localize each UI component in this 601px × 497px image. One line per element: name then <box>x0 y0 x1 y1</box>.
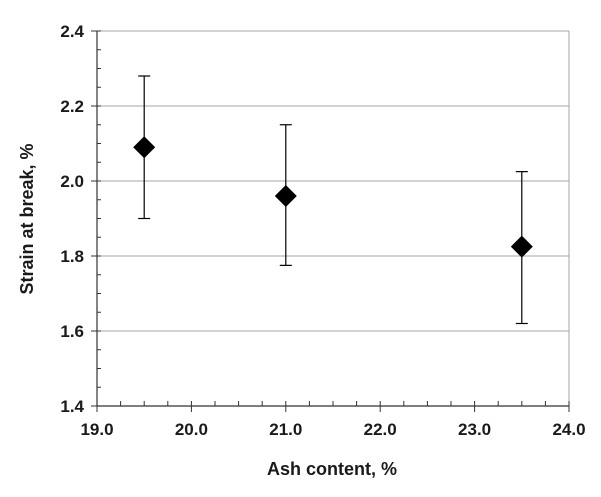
y-tick-label: 1.4 <box>60 397 84 416</box>
y-tick-label: 2.2 <box>60 97 84 116</box>
y-tick-label: 2.4 <box>60 22 84 41</box>
data-point-diamond <box>133 136 156 159</box>
x-tick-label: 23.0 <box>458 420 491 439</box>
x-tick-label: 21.0 <box>269 420 302 439</box>
y-tick-label: 2.0 <box>60 172 84 191</box>
data-point-diamond <box>274 185 297 207</box>
x-tick-label: 22.0 <box>364 420 397 439</box>
x-tick-label: 19.0 <box>80 420 113 439</box>
x-tick-label: 24.0 <box>552 420 585 439</box>
x-tick-label: 20.0 <box>175 420 208 439</box>
y-tick-label: 1.8 <box>60 247 84 266</box>
x-axis-title: Ash content, % <box>267 459 397 479</box>
data-point-diamond <box>510 235 533 258</box>
y-tick-label: 1.6 <box>60 322 84 341</box>
y-axis-title: Strain at break, % <box>17 143 37 294</box>
